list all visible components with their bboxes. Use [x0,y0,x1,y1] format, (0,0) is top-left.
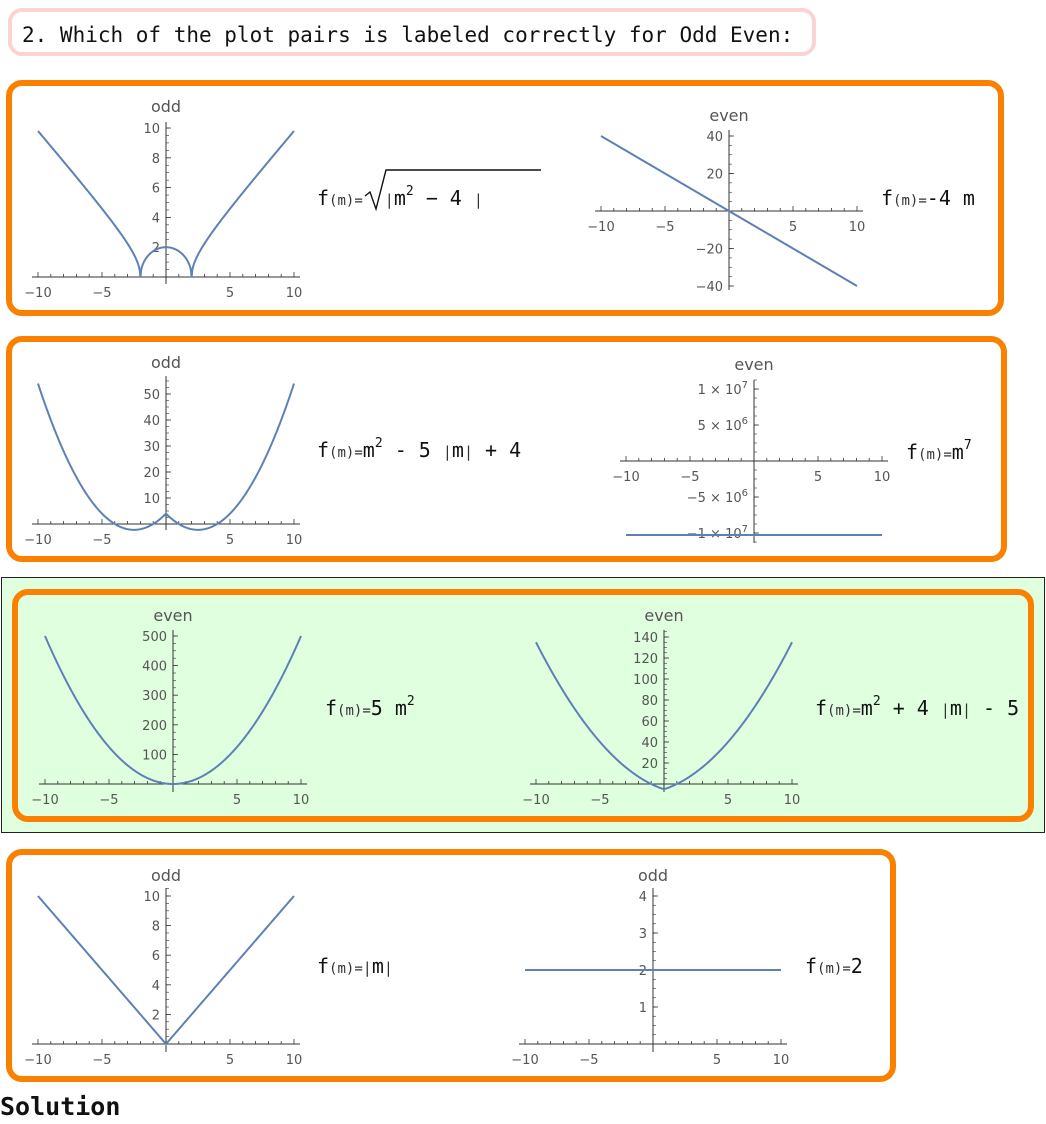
plot-8-y-tick-label: 2 [639,964,647,979]
plot-7-y-tick-label: 8 [152,920,160,935]
plot-1-y-tick-label: 4 [152,211,160,226]
plot-5-curve [44,635,302,785]
plot-7-title: odd [151,866,181,885]
plot-5-x-tick-label: −10 [31,793,58,808]
plot-6-x-tick-label: 10 [784,793,801,808]
plot-5-y-tick-label: 100 [142,748,167,763]
formula-1-right: f(m)=-4 m [881,186,975,210]
plot-7-x-tick-label: 10 [286,1053,303,1068]
formula-4-left: f(m)=|m| [317,954,393,978]
plot-6-y-tick-label: 40 [641,736,658,751]
plot-6-y-tick-label: 20 [641,757,658,772]
plot-2-title: even [709,106,748,125]
plot-5-y-tick-label: 500 [142,630,167,645]
plot-6-y-tick-label: 140 [633,631,658,646]
plot-6-x-tick-label: −10 [522,793,549,808]
plot-8-x-tick-label: 10 [773,1053,790,1068]
plot-2-x-tick-label: 5 [789,220,797,235]
plot-8-y-tick-label: 1 [639,1001,647,1016]
plot-1-x-tick-label: −10 [24,286,51,301]
plot-2-x-tick-label: −5 [655,220,674,235]
formula-1-left: f(m)= |m2 − 4 | [317,169,541,212]
plot-4-x-tick-label: 5 [814,470,822,485]
formula-2-right: f(m)=m7 [906,438,972,464]
plot-1-y-tick-label: 8 [152,152,160,167]
plot-1-x-tick-label: 5 [226,286,234,301]
sqrt-sign-icon [364,169,541,212]
plot-5-x-tick-label: −5 [99,793,118,808]
plot-8-x-tick-label: −10 [511,1053,538,1068]
plot-7-y-tick-label: 2 [152,1008,160,1023]
plot-8-title: odd [638,866,668,885]
plot-6-y-tick-label: 60 [641,715,658,730]
plot-5-y-tick-label: 200 [142,719,167,734]
plot-2-y-tick-label: 20 [706,168,723,183]
plot-7-x-tick-label: −5 [92,1053,111,1068]
plot-1-curve [37,130,295,278]
formula-2-left: f(m)=m2 - 5 |m| + 4 [317,436,522,462]
plot-2-y-tick-label: −40 [696,280,723,295]
plot-4-x-tick-label: 10 [874,470,891,485]
plot-3-x-tick-label: 5 [226,533,234,548]
plot-3-x-tick-label: −10 [24,533,51,548]
formula-3-right: f(m)=m2 + 4 |m| - 5 [815,694,1020,720]
plot-3-y-tick-label: 20 [143,466,160,481]
plot-3-y-tick-label: 30 [143,440,160,455]
plot-5-x-tick-label: 5 [233,793,241,808]
question-box: 2. Which of the plot pairs is labeled co… [8,8,816,56]
plot-2-curve [600,135,858,287]
plot-4-title: even [734,355,773,374]
plot-6-title: even [644,606,683,625]
plot-7-y-tick-label: 10 [143,890,160,905]
plot-5-y-tick-label: 300 [142,689,167,704]
plot-4-y-tick-label: 1 × 107 [698,380,748,398]
plot-8-x-tick-label: 5 [713,1053,721,1068]
plot-2-y-tick-label: 40 [706,130,723,145]
plot-1-title: odd [151,97,181,116]
plot-6-y-tick-label: 100 [633,673,658,688]
plot-8-x-tick-label: −5 [579,1053,598,1068]
plot-5-x-tick-label: 10 [293,793,310,808]
plot-2-x-tick-label: 10 [849,220,866,235]
formula-3-left: f(m)=5 m2 [325,694,415,720]
answer-option-4[interactable] [6,849,896,1082]
plot-8-y-tick-label: 3 [639,927,647,942]
plot-3-y-tick-label: 50 [143,388,160,403]
plot-1-y-tick-label: 6 [152,182,160,197]
plot-8-y-tick-label: 4 [639,890,647,905]
plot-6-x-tick-label: 5 [724,793,732,808]
plot-5-y-tick-label: 400 [142,660,167,675]
formula-4-right: f(m)=2 [805,954,863,978]
plot-2-y-tick-label: −20 [696,243,723,258]
question-text: 2. Which of the plot pairs is labeled co… [22,23,794,47]
plot-2-x-tick-label: −10 [587,220,614,235]
plot-6-curve [535,641,793,791]
plot-6-y-tick-label: 80 [641,694,658,709]
plot-3-y-tick-label: 10 [143,492,160,507]
plot-3-x-tick-label: 10 [286,533,303,548]
plot-4-y-tick-label: −1 × 107 [687,524,748,542]
plot-7-curve [37,895,295,1046]
plot-6-y-tick-label: 120 [633,652,658,667]
plot-4-x-tick-label: −10 [612,470,639,485]
plot-3-y-tick-label: 40 [143,414,160,429]
plot-1-y-tick-label: 10 [143,122,160,137]
plot-7-y-tick-label: 4 [152,979,160,994]
plot-1-x-tick-label: −5 [92,286,111,301]
plot-3-x-tick-label: −5 [92,533,111,548]
plot-4-x-tick-label: −5 [680,470,699,485]
plot-7-x-tick-label: −10 [24,1053,51,1068]
plot-4-y-tick-label: −5 × 106 [687,488,748,506]
plot-7-y-tick-label: 6 [152,949,160,964]
solution-heading: Solution [0,1092,121,1121]
plot-4-y-tick-label: 5 × 106 [698,416,748,434]
plot-1-x-tick-label: 10 [286,286,303,301]
plot-6-x-tick-label: −5 [590,793,609,808]
plot-3-title: odd [151,353,181,372]
plot-5-title: even [153,606,192,625]
plot-3-curve [37,383,295,531]
plot-7-x-tick-label: 5 [226,1053,234,1068]
